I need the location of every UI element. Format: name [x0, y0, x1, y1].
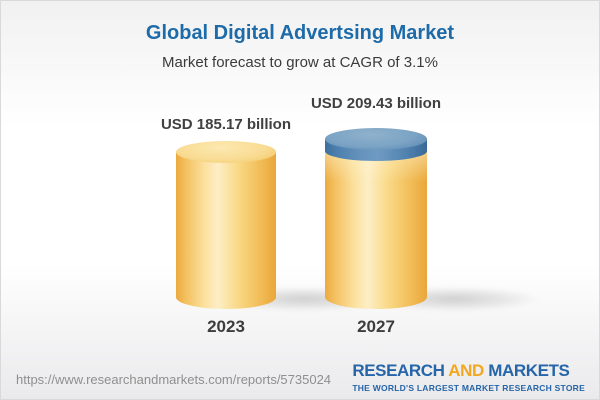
- logo-word-and: AND: [448, 361, 484, 380]
- logo-word-research: RESEARCH: [352, 361, 445, 380]
- bar-top-ellipse-2023: [176, 141, 276, 163]
- category-label-2027: 2027: [357, 317, 395, 336]
- chart-title: Global Digital Advertsing Market: [145, 22, 455, 44]
- logo-tagline: THE WORLD'S LARGEST MARKET RESEARCH STOR…: [352, 382, 585, 393]
- chart-subtitle: Market forecast to grow at CAGR of 3.1%: [162, 54, 438, 71]
- bar-cylinder-2023: [176, 141, 276, 309]
- bar-body-2027: [325, 150, 427, 309]
- growth-cap-ellipse-2027: [325, 128, 427, 150]
- logo-word-markets: MARKETS: [488, 361, 570, 380]
- category-label-2023: 2023: [207, 317, 245, 336]
- research-and-markets-logo: RESEARCH AND MARKETS THE WORLD'S LARGEST…: [352, 362, 585, 393]
- value-label-2027: USD 209.43 billion: [310, 95, 442, 112]
- value-label-2023: USD 185.17 billion: [160, 116, 292, 133]
- report-url: https://www.researchandmarkets.com/repor…: [16, 372, 332, 387]
- bar-cylinder-2027: [325, 128, 427, 309]
- logo-wordmark: RESEARCH AND MARKETS: [352, 362, 585, 380]
- bar-body-2023: [176, 152, 276, 309]
